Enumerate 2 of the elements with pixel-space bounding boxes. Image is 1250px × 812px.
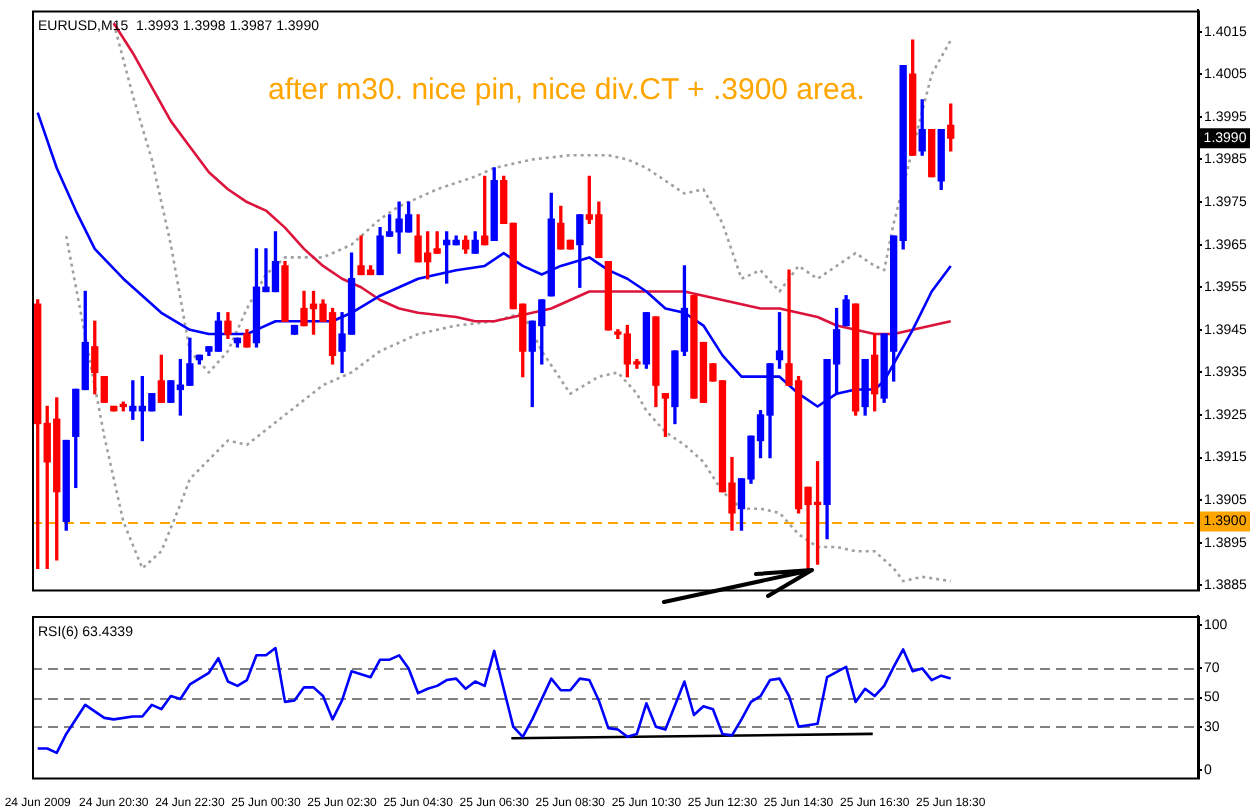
line-series <box>64 234 953 583</box>
annotation: after m30. nice pin, nice div.CT + .3900 area. <box>268 72 865 107</box>
